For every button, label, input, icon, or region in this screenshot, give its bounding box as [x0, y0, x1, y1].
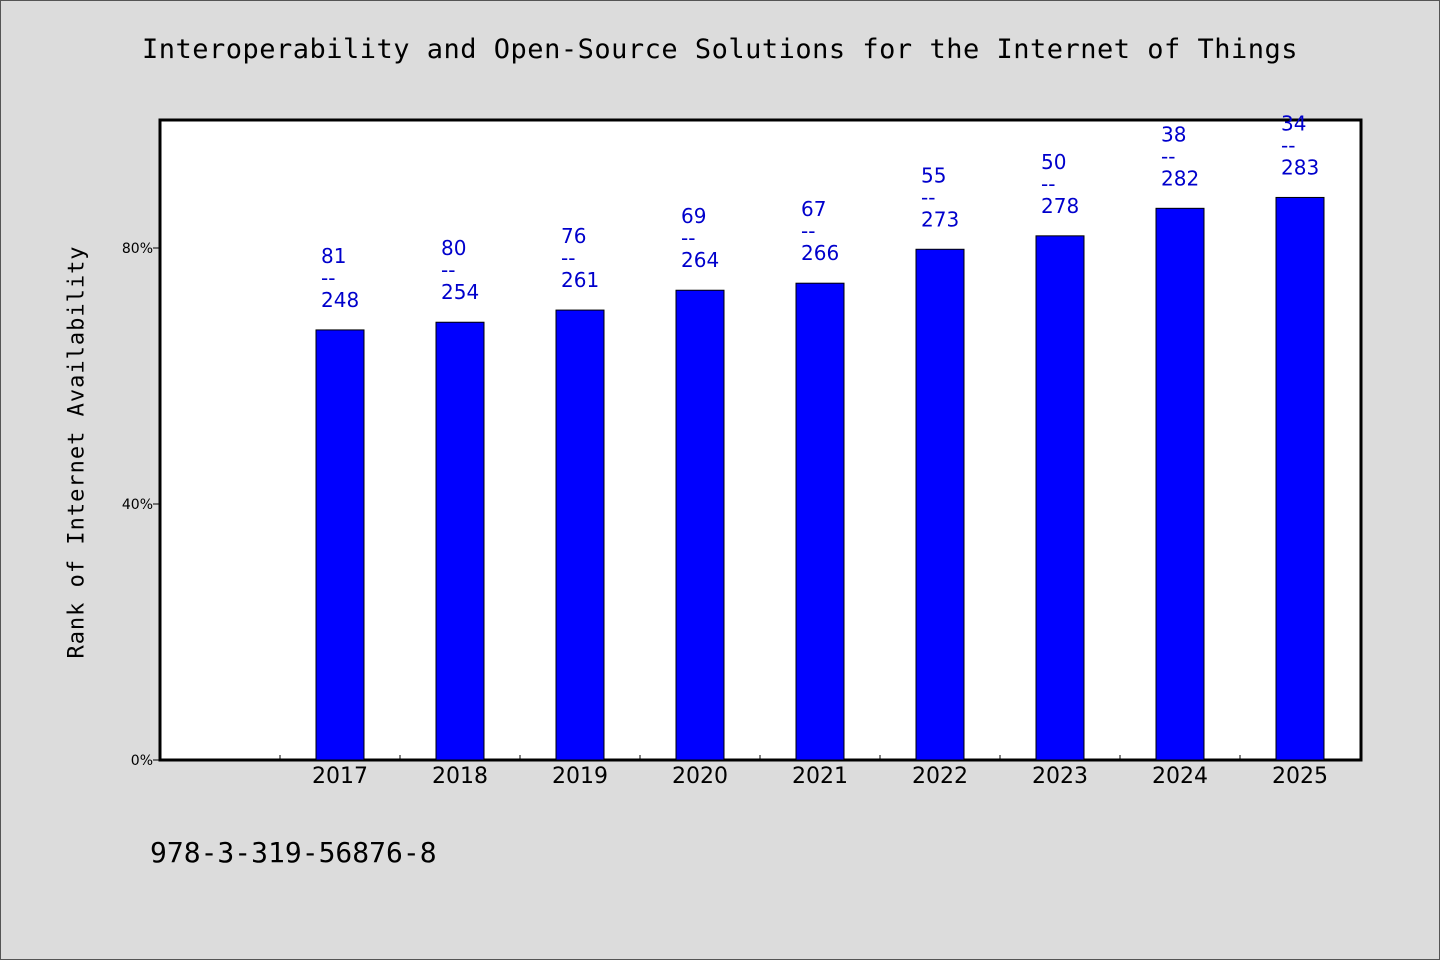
data-label: 278	[1041, 194, 1079, 218]
data-label: 67	[801, 197, 826, 221]
data-label: 282	[1161, 166, 1199, 190]
data-label: --	[561, 246, 575, 270]
isbn-text: 978-3-319-56876-8	[150, 836, 437, 869]
x-tick-label: 2024	[1152, 764, 1208, 789]
data-label: --	[321, 266, 335, 290]
data-label: 248	[321, 288, 359, 312]
bar	[1155, 207, 1205, 761]
data-label: 283	[1281, 155, 1319, 179]
x-tick-label: 2020	[672, 764, 728, 789]
y-tick-label: 0%	[131, 753, 153, 769]
data-label: 80	[441, 236, 466, 260]
x-tick-label: 2019	[552, 764, 608, 789]
x-tick-label: 2025	[1272, 764, 1328, 789]
bar	[1035, 235, 1085, 761]
data-label: --	[1281, 133, 1295, 157]
bar	[315, 329, 365, 761]
data-label: --	[1041, 172, 1055, 196]
x-tick-label: 2018	[432, 764, 488, 789]
data-label: 38	[1161, 122, 1186, 146]
chart-marks: 0%40%80%201781--248201880--254201976--26…	[122, 111, 1361, 789]
data-label: 55	[921, 163, 946, 187]
bar	[1275, 196, 1325, 761]
data-label: 261	[561, 268, 599, 292]
data-label: --	[441, 258, 455, 282]
x-tick-label: 2017	[312, 764, 368, 789]
x-tick-label: 2021	[792, 764, 848, 789]
data-label: 81	[321, 244, 346, 268]
data-label: 273	[921, 207, 959, 231]
data-label: 69	[681, 204, 706, 228]
x-tick-label: 2023	[1032, 764, 1088, 789]
data-label: 264	[681, 248, 719, 272]
data-label: 266	[801, 241, 839, 265]
bar	[675, 289, 725, 761]
y-tick-label: 80%	[122, 241, 153, 257]
x-tick-label: 2022	[912, 764, 968, 789]
data-label: 76	[561, 224, 586, 248]
bar	[555, 309, 605, 761]
bar	[915, 248, 965, 761]
data-label: --	[801, 219, 815, 243]
data-label: --	[1161, 144, 1175, 168]
data-label: 34	[1281, 111, 1306, 135]
chart-title: Interoperability and Open-Source Solutio…	[141, 34, 1299, 65]
y-tick-label: 40%	[122, 497, 153, 513]
bar	[435, 321, 485, 761]
data-label: 254	[441, 280, 479, 304]
data-label: --	[921, 185, 935, 209]
data-label: --	[681, 226, 695, 250]
bar	[795, 282, 845, 761]
data-label: 50	[1041, 150, 1066, 174]
